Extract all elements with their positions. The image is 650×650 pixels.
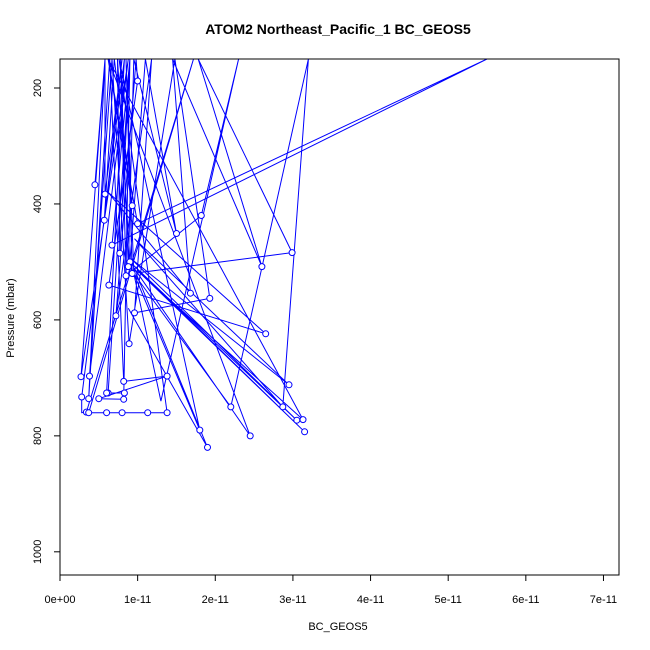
data-point <box>196 426 204 434</box>
data-point <box>258 263 266 271</box>
data-point <box>262 330 270 338</box>
data-point <box>285 381 293 389</box>
data-point <box>134 77 142 85</box>
data-point <box>206 294 214 302</box>
data-point <box>227 403 235 411</box>
data-point <box>131 309 138 317</box>
data-point <box>128 270 136 277</box>
y-tick-label: 1000 <box>32 540 44 564</box>
data-point <box>103 389 111 397</box>
data-point <box>77 373 85 381</box>
data-point <box>128 202 136 210</box>
data-point <box>105 281 113 289</box>
data-point <box>120 395 128 403</box>
data-point <box>163 409 171 417</box>
x-axis-label: BC_GEOS5 <box>308 621 367 633</box>
data-point <box>78 393 86 401</box>
data-point <box>118 409 126 417</box>
data-point <box>95 395 103 403</box>
data-point <box>299 416 307 424</box>
y-tick-label: 200 <box>32 79 44 97</box>
data-point <box>85 409 93 417</box>
x-tick-label: 1e-11 <box>124 594 151 606</box>
data-point <box>125 340 133 348</box>
data-point <box>112 312 120 320</box>
data-point <box>163 372 171 380</box>
axes: 0e+00 1e-11 2e-11 3e-11 4e-11 5e-11 6e-11 7e-11… <box>32 58 620 606</box>
data-point <box>120 377 128 385</box>
data-point <box>173 230 180 237</box>
data-point <box>197 212 205 219</box>
data-point <box>116 249 124 257</box>
x-tick-label: 3e-11 <box>279 594 306 606</box>
y-tick-label: 600 <box>32 311 44 329</box>
data-point <box>134 220 142 228</box>
data-point <box>101 190 109 198</box>
x-tick-label: 4e-11 <box>357 594 384 606</box>
data-point <box>100 216 108 224</box>
series-line <box>80 59 488 448</box>
data-point <box>108 241 116 249</box>
chart-title: ATOM2 Northeast_Pacific_1 BC_GEOS5 <box>205 21 471 37</box>
y-axis-label: Pressure (mbar) <box>5 278 17 357</box>
data-point <box>91 181 99 189</box>
x-tick-label: 0e+00 <box>45 594 76 606</box>
data-point <box>85 395 93 403</box>
data-point <box>301 428 309 436</box>
data-point <box>279 403 287 411</box>
data-point <box>120 389 128 397</box>
data-point <box>86 372 93 380</box>
x-tick-label: 5e-11 <box>435 594 462 606</box>
plot-area <box>77 59 488 451</box>
x-tick-label: 2e-11 <box>202 594 229 606</box>
data-point <box>186 289 194 297</box>
data-point <box>103 409 111 417</box>
x-tick-label: 6e-11 <box>512 594 539 606</box>
y-tick-label: 400 <box>32 195 44 213</box>
plot-frame <box>59 58 620 576</box>
data-point <box>288 249 296 257</box>
data-point <box>124 263 132 271</box>
data-point <box>144 409 152 417</box>
data-point <box>204 443 211 451</box>
y-tick-label: 800 <box>32 427 44 445</box>
data-point <box>246 432 254 440</box>
data-point <box>122 272 130 280</box>
x-tick-label: 7e-11 <box>590 594 617 606</box>
data-point <box>293 416 301 424</box>
